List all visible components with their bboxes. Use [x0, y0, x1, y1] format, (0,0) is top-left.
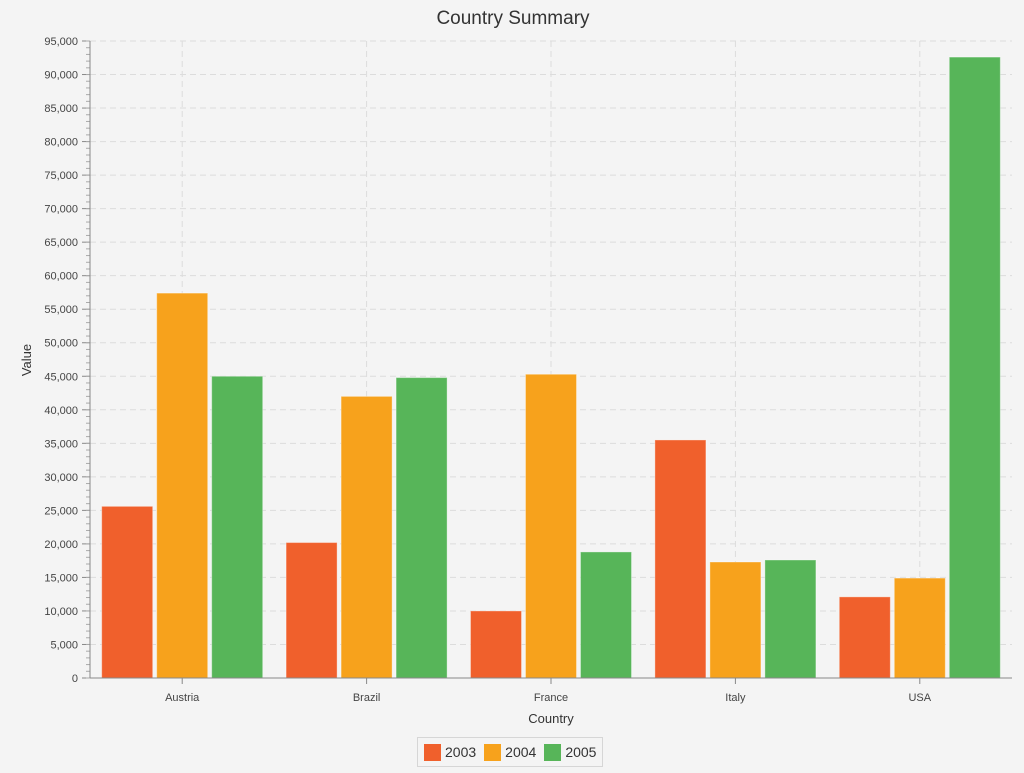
x-tick-label: France [534, 692, 568, 704]
bar-2005-austria [211, 375, 264, 679]
y-tick-label: 75,000 [44, 170, 78, 182]
x-axis-label: Country [528, 711, 574, 726]
bar-2003-france [470, 610, 522, 679]
x-tick-label: USA [908, 692, 931, 704]
y-tick-label: 40,000 [44, 405, 78, 417]
bar-2005-brazil [395, 377, 448, 679]
y-tick-label: 95,000 [44, 36, 78, 48]
y-tick-label: 85,000 [44, 103, 78, 115]
bar-2005-france [580, 551, 632, 679]
axes: 0 5,000 10,000 15,000 20,000 25,000 30,000 35,0… [44, 36, 1012, 704]
bars [101, 56, 1001, 679]
y-tick-label: 90,000 [44, 70, 78, 82]
y-tick-label: 65,000 [44, 237, 78, 249]
chart-title: Country Summary [436, 8, 590, 29]
bar-2003-austria [101, 505, 154, 679]
x-tick-label: Italy [725, 692, 746, 704]
bar-chart: Country Summary 0 5,000 10,000 15,000 20,000… [19, 8, 1012, 726]
legend-item-2003: 2003 [424, 743, 477, 761]
x-tick-label: Austria [165, 692, 200, 704]
bar-2005-italy [764, 559, 817, 679]
y-tick-label: 70,000 [44, 204, 78, 216]
y-axis-label: Value [19, 344, 34, 376]
y-tick-label: 30,000 [44, 472, 78, 484]
y-tick-label: 15,000 [44, 572, 78, 584]
y-tick-label: 5,000 [50, 639, 78, 651]
y-tick-label: 60,000 [44, 271, 78, 283]
legend-label: 2005 [565, 744, 597, 760]
bar-2004-austria [156, 292, 209, 679]
legend-swatch [424, 743, 441, 761]
bar-2005-usa [948, 56, 1001, 679]
bar-2003-usa [838, 596, 891, 679]
legend-label: 2003 [445, 744, 477, 760]
y-tick-label: 20,000 [44, 539, 78, 551]
y-tick-label: 35,000 [44, 438, 78, 450]
legend-swatch [484, 743, 502, 761]
y-tick-label: 25,000 [44, 505, 78, 517]
y-tick-label: 55,000 [44, 304, 78, 316]
bar-2004-usa [893, 577, 946, 679]
bar-2003-brazil [285, 542, 338, 679]
y-tick-label: 80,000 [44, 137, 78, 149]
bar-2003-italy [654, 439, 707, 679]
y-tick-label: 10,000 [44, 606, 78, 618]
legend-item-2005: 2005 [544, 743, 597, 761]
legend-item-2004: 2004 [484, 743, 537, 761]
y-tick-label: 0 [72, 673, 78, 685]
bar-2004-france [525, 373, 577, 679]
y-tick-label: 50,000 [44, 338, 78, 350]
legend-label: 2004 [505, 744, 537, 760]
x-tick-label: Brazil [353, 692, 381, 704]
legend: 2003 2004 2005 [417, 737, 604, 767]
y-tick-label: 45,000 [44, 371, 78, 383]
bar-2004-italy [709, 561, 762, 679]
legend-swatch [544, 743, 562, 761]
bar-2004-brazil [340, 395, 393, 679]
